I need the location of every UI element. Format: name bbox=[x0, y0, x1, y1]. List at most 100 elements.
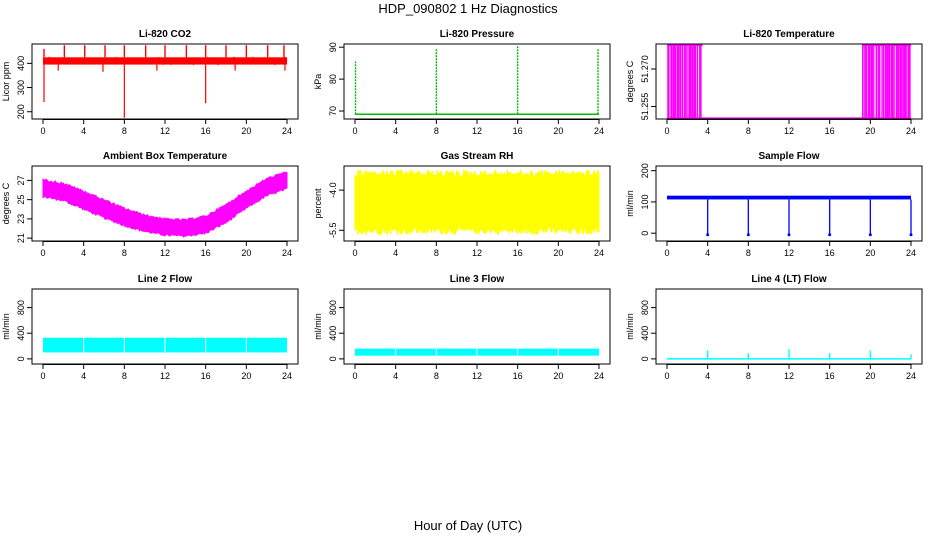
dip-point bbox=[787, 233, 791, 237]
y-tick-label: 80 bbox=[328, 74, 338, 84]
y-axis-label: ml/min bbox=[625, 190, 635, 217]
series-band bbox=[43, 57, 287, 65]
x-tick-label: 16 bbox=[201, 126, 211, 136]
x-tick-label: 24 bbox=[906, 126, 916, 136]
x-tick-label: 0 bbox=[40, 126, 45, 136]
x-tick-label: 0 bbox=[40, 371, 45, 381]
x-tick-label: 4 bbox=[393, 248, 398, 258]
x-tick-label: 8 bbox=[122, 248, 127, 258]
x-tick-label: 0 bbox=[352, 126, 357, 136]
panel-8: Line 3 Flow ml/min 0 4 8 12 16 20 24 0 400 800 bbox=[313, 274, 611, 381]
x-tick-label: 12 bbox=[472, 371, 482, 381]
x-tick-label: 16 bbox=[825, 371, 835, 381]
y-tick-label: 0 bbox=[16, 356, 26, 361]
data-layer bbox=[667, 44, 911, 119]
panel-2: Li-820 Pressure kPa 0 4 8 12 16 20 24 70 80 90 bbox=[313, 29, 611, 136]
x-tick-label: 16 bbox=[825, 126, 835, 136]
y-tick-label: 800 bbox=[16, 300, 26, 315]
panel-title: Li-820 CO2 bbox=[139, 29, 192, 40]
x-tick-label: 4 bbox=[81, 248, 86, 258]
x-tick-label: 24 bbox=[594, 126, 604, 136]
y-tick-label: 51.270 bbox=[640, 55, 650, 83]
x-tick-label: 8 bbox=[122, 371, 127, 381]
x-tick-label: 12 bbox=[160, 126, 170, 136]
y-tick-label: 400 bbox=[328, 326, 338, 341]
x-tick-label: 12 bbox=[472, 126, 482, 136]
x-tick-label: 24 bbox=[282, 371, 292, 381]
x-tick-label: 12 bbox=[784, 371, 794, 381]
data-layer bbox=[667, 349, 912, 360]
data-layer bbox=[43, 336, 287, 354]
panel-title: Gas Stream RH bbox=[441, 151, 514, 162]
x-tick-label: 0 bbox=[664, 248, 669, 258]
data-layer bbox=[42, 171, 288, 238]
x-tick-label: 24 bbox=[282, 126, 292, 136]
x-tick-label: 20 bbox=[553, 126, 563, 136]
panel-4: Ambient Box Temperature degrees C 0 4 8 12 16 2… bbox=[1, 151, 299, 258]
x-tick-label: 8 bbox=[746, 371, 751, 381]
y-tick-label: 51.255 bbox=[640, 93, 650, 121]
data-layer bbox=[42, 45, 288, 118]
x-tick-label: 0 bbox=[664, 371, 669, 381]
x-tick-label: 16 bbox=[513, 248, 523, 258]
y-tick-label: 0 bbox=[328, 356, 338, 361]
figure-title: HDP_090802 1 Hz Diagnostics bbox=[378, 1, 558, 16]
x-tick-label: 16 bbox=[513, 371, 523, 381]
panel-title: Li-820 Pressure bbox=[440, 29, 515, 40]
panel-frame bbox=[343, 43, 611, 120]
panel-title: Line 2 Flow bbox=[138, 274, 193, 285]
data-layer bbox=[355, 347, 599, 357]
x-tick-label: 24 bbox=[594, 371, 604, 381]
y-tick-label: 300 bbox=[16, 80, 26, 95]
x-tick-label: 4 bbox=[705, 248, 710, 258]
x-tick-label: 0 bbox=[352, 371, 357, 381]
x-tick-label: 20 bbox=[241, 126, 251, 136]
x-tick-label: 12 bbox=[160, 248, 170, 258]
y-tick-label: 21 bbox=[16, 233, 26, 243]
x-tick-label: 20 bbox=[865, 248, 875, 258]
x-tick-label: 4 bbox=[81, 371, 86, 381]
y-axis-label: Licor ppm bbox=[1, 62, 11, 102]
data-layer bbox=[354, 168, 600, 237]
panel-3: Li-820 Temperature degrees C 0 4 8 12 16 20 24 51… bbox=[625, 29, 923, 136]
panel-title: Line 4 (LT) Flow bbox=[751, 274, 827, 285]
y-tick-label: 23 bbox=[16, 214, 26, 224]
y-axis-label: kPa bbox=[313, 74, 323, 90]
x-tick-label: 20 bbox=[553, 248, 563, 258]
series-band bbox=[667, 195, 911, 200]
panel-5: Gas Stream RH percent 0 4 8 12 16 20 24 -5.5 -4.0 bbox=[313, 151, 611, 258]
x-tick-label: 24 bbox=[906, 371, 916, 381]
series-band bbox=[354, 168, 600, 237]
x-tick-label: 20 bbox=[241, 371, 251, 381]
x-tick-label: 4 bbox=[81, 126, 86, 136]
y-tick-label: 400 bbox=[16, 326, 26, 341]
x-tick-label: 8 bbox=[434, 126, 439, 136]
panel-title: Ambient Box Temperature bbox=[103, 151, 228, 162]
x-tick-label: 12 bbox=[160, 371, 170, 381]
x-tick-label: 4 bbox=[705, 371, 710, 381]
x-tick-label: 20 bbox=[865, 371, 875, 381]
y-tick-label: 0 bbox=[640, 231, 650, 236]
x-tick-label: 4 bbox=[393, 126, 398, 136]
x-tick-label: 20 bbox=[553, 371, 563, 381]
data-layer bbox=[667, 195, 913, 237]
y-tick-label: 400 bbox=[640, 326, 650, 341]
x-tick-label: 8 bbox=[122, 126, 127, 136]
panel-6: Sample Flow ml/min 0 4 8 12 16 20 24 0 100 200 bbox=[625, 151, 923, 258]
y-axis-label: ml/min bbox=[313, 313, 323, 340]
dip-point bbox=[746, 233, 750, 237]
y-axis-label: ml/min bbox=[1, 313, 11, 340]
panel-title: Line 3 Flow bbox=[450, 274, 505, 285]
x-tick-label: 8 bbox=[434, 248, 439, 258]
y-axis-label: percent bbox=[313, 188, 323, 219]
y-tick-label: 70 bbox=[328, 106, 338, 116]
dip-point bbox=[868, 233, 872, 237]
x-tick-label: 16 bbox=[825, 248, 835, 258]
x-tick-label: 24 bbox=[282, 248, 292, 258]
series-band bbox=[42, 171, 288, 238]
dip-point bbox=[828, 233, 832, 237]
panel-title: Sample Flow bbox=[758, 151, 819, 162]
y-tick-label: 200 bbox=[16, 104, 26, 119]
y-tick-label: -5.5 bbox=[328, 223, 338, 239]
